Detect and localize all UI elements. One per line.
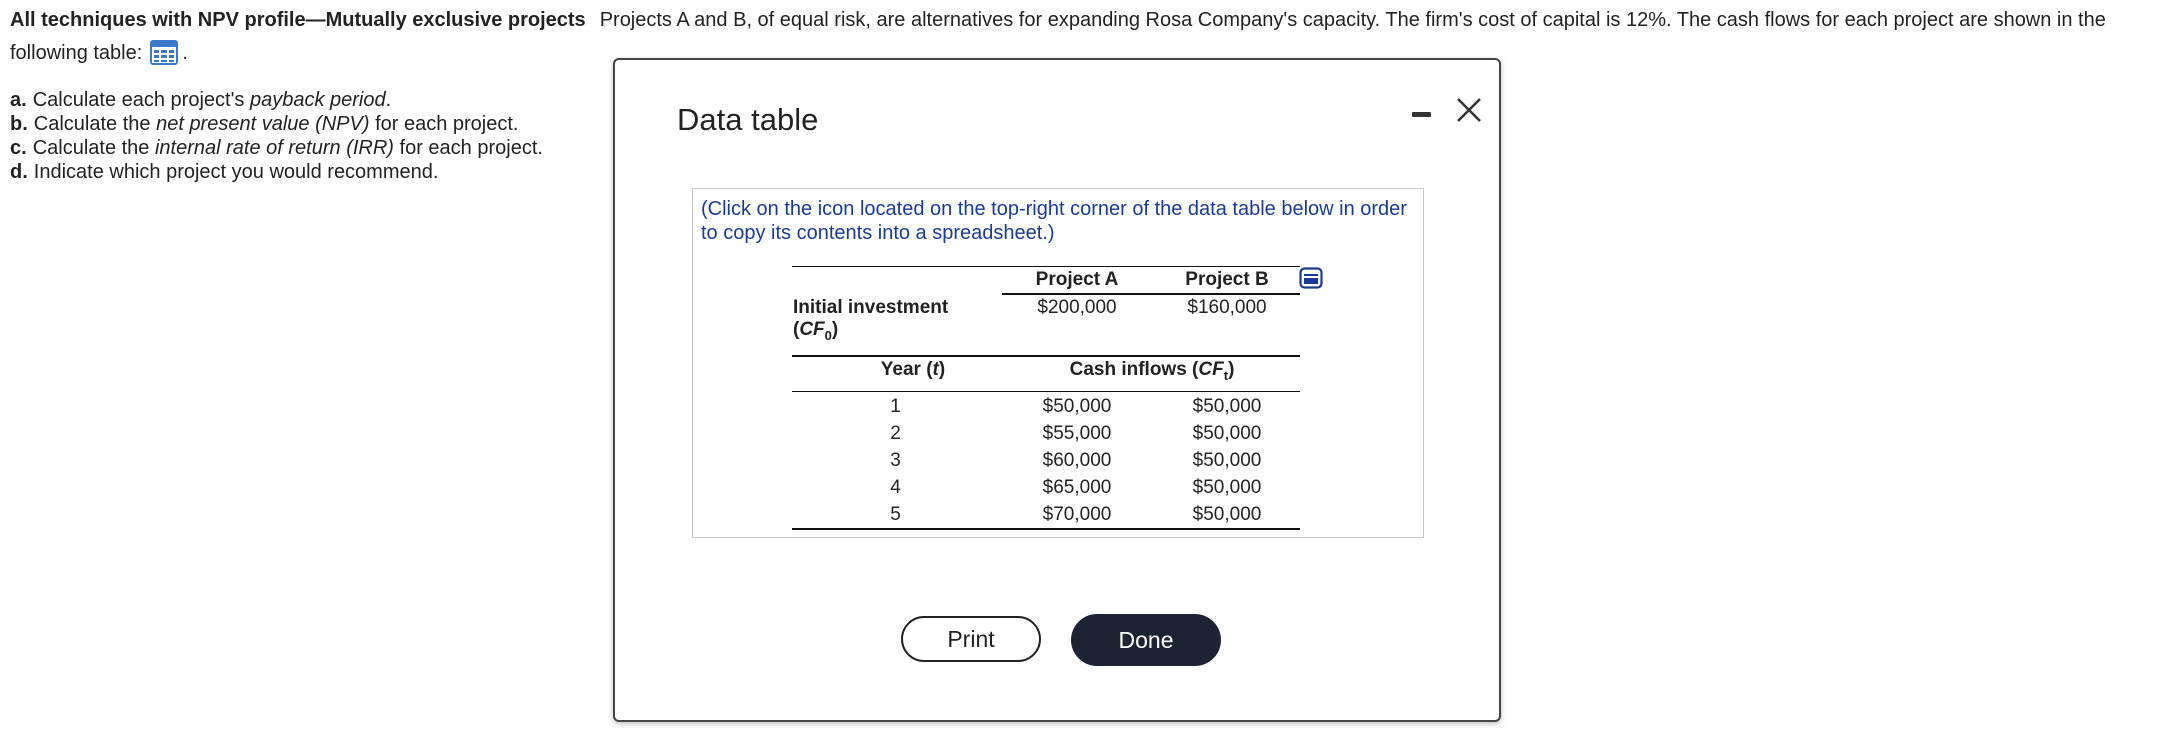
cash-inflows-header: Cash inflows (CFt) — [1069, 359, 1235, 383]
spreadsheet-copy-icon[interactable] — [1299, 267, 1323, 289]
cash-b-cell: $50,000 — [1192, 396, 1262, 417]
initial-investment-a: $200,000 — [1037, 297, 1117, 318]
year-cell: 5 — [890, 504, 901, 525]
cash-a-cell: $50,000 — [1042, 396, 1112, 417]
data-table-panel: (Click on the icon located on the top-ri… — [692, 188, 1424, 538]
year-column-header: Year (t) — [880, 359, 946, 380]
cash-b-cell: $50,000 — [1192, 423, 1262, 444]
question-item: b. Calculate the net present value (NPV) … — [10, 113, 519, 135]
year-cell: 2 — [890, 423, 901, 444]
column-header-project-b: Project B — [1185, 269, 1269, 290]
question-item: c. Calculate the internal rate of return … — [10, 137, 543, 159]
column-header-project-a: Project A — [1035, 269, 1119, 290]
table-top-rule — [792, 266, 1300, 267]
close-icon[interactable] — [1452, 93, 1486, 127]
cash-a-cell: $65,000 — [1042, 477, 1112, 498]
question-item: d. Indicate which project you would recom… — [10, 161, 439, 183]
year-cell: 4 — [890, 477, 901, 498]
table-bottom-rule — [792, 528, 1300, 530]
cash-b-cell: $50,000 — [1192, 450, 1262, 471]
initial-investment-b: $160,000 — [1187, 297, 1267, 318]
cash-a-cell: $55,000 — [1042, 423, 1112, 444]
table-grid-icon[interactable] — [150, 40, 179, 65]
cash-b-cell: $50,000 — [1192, 504, 1262, 525]
minimize-icon[interactable] — [1405, 98, 1437, 128]
cash-a-cell: $60,000 — [1042, 450, 1112, 471]
data-table-dialog: Data table (Click on the icon located on… — [613, 58, 1501, 722]
problem-statement: All techniques with NPV profile—Mutually… — [10, 4, 2160, 70]
copy-hint: (Click on the icon located on the top-ri… — [701, 198, 1407, 244]
problem-period: . — [182, 42, 188, 64]
year-cell: 3 — [890, 450, 901, 471]
year-header-rule — [792, 391, 1300, 392]
done-button[interactable]: Done — [1071, 614, 1221, 666]
header-rule — [1002, 293, 1300, 295]
problem-title: All techniques with NPV profile—Mutually… — [10, 9, 586, 31]
print-button[interactable]: Print — [901, 616, 1041, 662]
cash-a-cell: $70,000 — [1042, 504, 1112, 525]
year-cell: 1 — [890, 396, 901, 417]
initial-investment-label: Initial investment (CF0) — [793, 297, 949, 343]
problem-text: Projects A and B, of equal risk, are alt… — [10, 9, 2106, 64]
question-item: a. Calculate each project's payback perio… — [10, 89, 392, 111]
question-list: a. Calculate each project's payback perio… — [10, 88, 543, 184]
section-rule — [792, 355, 1300, 357]
cash-b-cell: $50,000 — [1192, 477, 1262, 498]
dialog-title: Data table — [677, 102, 819, 137]
